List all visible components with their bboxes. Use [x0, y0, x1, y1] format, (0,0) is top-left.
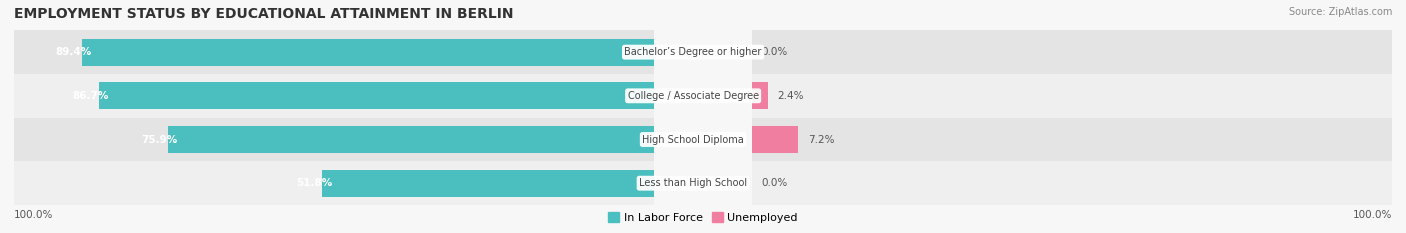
- Bar: [752, 118, 1392, 161]
- Text: Less than High School: Less than High School: [640, 178, 747, 188]
- Text: 0.0%: 0.0%: [762, 178, 787, 188]
- Bar: [322, 170, 654, 197]
- Bar: [752, 126, 799, 153]
- Legend: In Labor Force, Unemployed: In Labor Force, Unemployed: [603, 208, 803, 227]
- Bar: [82, 39, 654, 66]
- Text: Source: ZipAtlas.com: Source: ZipAtlas.com: [1288, 7, 1392, 17]
- Bar: [14, 161, 654, 205]
- Bar: [752, 74, 1392, 118]
- Text: 89.4%: 89.4%: [55, 47, 91, 57]
- Bar: [14, 74, 654, 118]
- Text: 75.9%: 75.9%: [142, 134, 177, 144]
- Text: 100.0%: 100.0%: [1353, 210, 1392, 220]
- Text: 51.8%: 51.8%: [295, 178, 332, 188]
- Bar: [752, 30, 1392, 74]
- Text: High School Diploma: High School Diploma: [643, 134, 744, 144]
- Bar: [169, 126, 654, 153]
- Text: College / Associate Degree: College / Associate Degree: [627, 91, 759, 101]
- Bar: [752, 82, 768, 109]
- Text: 0.0%: 0.0%: [762, 47, 787, 57]
- Text: 100.0%: 100.0%: [14, 210, 53, 220]
- Bar: [14, 30, 654, 74]
- Bar: [14, 118, 654, 161]
- Bar: [100, 82, 654, 109]
- Text: 7.2%: 7.2%: [808, 134, 834, 144]
- Text: Bachelor’s Degree or higher: Bachelor’s Degree or higher: [624, 47, 762, 57]
- Text: EMPLOYMENT STATUS BY EDUCATIONAL ATTAINMENT IN BERLIN: EMPLOYMENT STATUS BY EDUCATIONAL ATTAINM…: [14, 7, 513, 21]
- Text: 86.7%: 86.7%: [72, 91, 108, 101]
- Bar: [752, 161, 1392, 205]
- Text: 2.4%: 2.4%: [778, 91, 804, 101]
